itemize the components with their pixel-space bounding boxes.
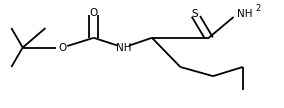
Text: NH: NH <box>237 9 253 19</box>
Text: S: S <box>191 9 198 19</box>
Text: O: O <box>58 43 67 52</box>
Text: 2: 2 <box>255 4 260 13</box>
Text: NH: NH <box>116 43 131 52</box>
Text: O: O <box>89 8 98 18</box>
